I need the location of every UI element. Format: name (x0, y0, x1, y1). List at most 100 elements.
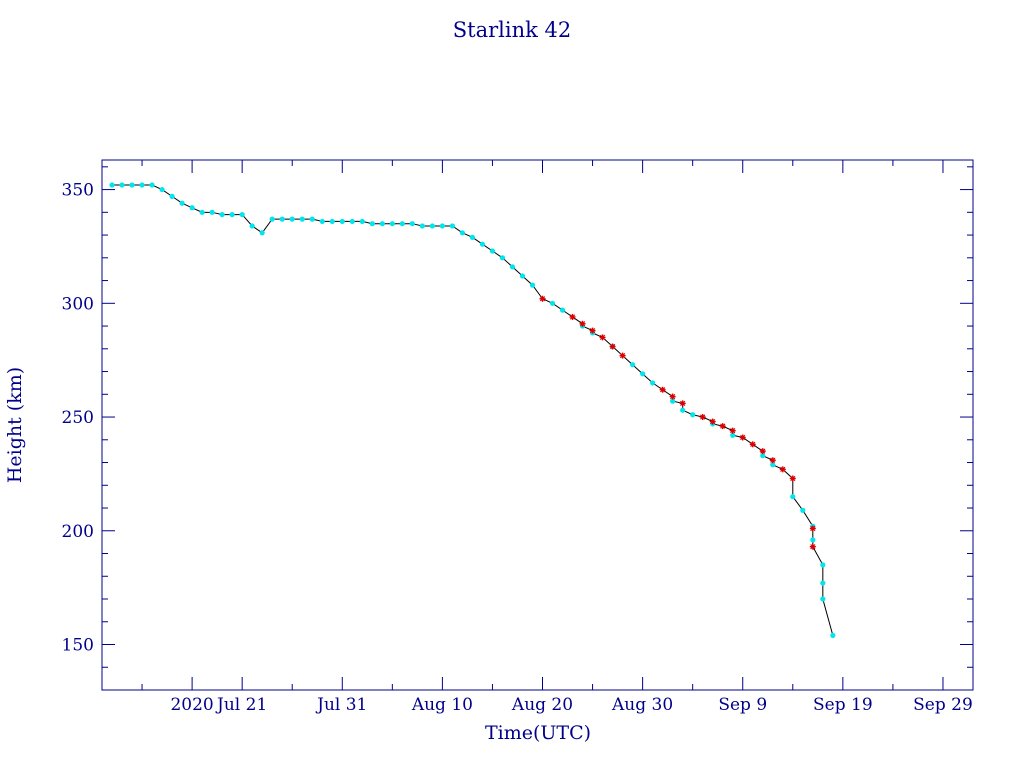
data-point-cyan (650, 380, 656, 386)
data-point-cyan (349, 218, 355, 225)
data-point-cyan (690, 412, 696, 418)
data-point-cyan (810, 537, 816, 543)
x-tick-label: Aug 10 (411, 695, 473, 715)
data-point-cyan (329, 218, 335, 225)
data-point-cyan (399, 221, 405, 227)
data-point-cyan (820, 580, 826, 586)
data-point-cyan (339, 218, 345, 225)
data-point-cyan (459, 230, 466, 236)
x-tick-label: Jul 31 (315, 695, 367, 715)
data-point-cyan (169, 193, 175, 199)
data-point-cyan (519, 273, 526, 279)
data-point-red (699, 414, 706, 421)
x-tick-label: Jul 21 (215, 695, 267, 715)
x-tick-label: 2020 (170, 695, 213, 715)
axis-ticks (102, 160, 973, 691)
data-point-cyan (179, 200, 185, 206)
data-point-cyan (229, 211, 235, 218)
data-point-red (709, 418, 716, 425)
data-point-cyan (499, 255, 506, 261)
data-point-cyan (279, 216, 285, 222)
data-point-cyan (379, 221, 385, 227)
data-point-cyan (219, 211, 225, 218)
data-point-cyan (820, 562, 826, 568)
data-point-cyan (489, 248, 496, 254)
data-point-red (719, 423, 726, 430)
data-point-red (809, 525, 816, 532)
data-point-cyan (760, 453, 766, 459)
y-tick-label: 300 (62, 294, 94, 314)
data-point-red (659, 386, 666, 393)
data-point-cyan (139, 182, 145, 188)
data-point-red (569, 313, 576, 320)
data-point-cyan (289, 216, 295, 222)
data-point-cyan (559, 307, 566, 313)
data-point-red (539, 295, 546, 302)
data-point-red (609, 343, 616, 350)
data-point-red (679, 400, 686, 407)
data-point-cyan (129, 182, 135, 188)
data-point-cyan (189, 205, 195, 211)
data-point-cyan (249, 223, 255, 229)
data-point-cyan (109, 182, 115, 188)
data-point-cyan (199, 209, 205, 215)
y-tick-label: 200 (62, 522, 94, 542)
y-tick-label: 250 (62, 408, 94, 428)
data-point-red (579, 320, 586, 327)
data-point-cyan (149, 182, 155, 188)
data-point-cyan (830, 632, 836, 639)
data-point-cyan (159, 186, 165, 193)
data-point-cyan (359, 218, 365, 225)
data-point-cyan (429, 223, 435, 229)
data-point-cyan (479, 241, 486, 247)
data-point-cyan (449, 223, 456, 229)
data-point-cyan (790, 494, 796, 500)
data-point-cyan (469, 234, 476, 240)
data-point-cyan (309, 216, 315, 222)
data-point-cyan (319, 218, 325, 225)
trace-line (112, 184, 834, 636)
data-point-cyan (820, 596, 826, 602)
data-point-red (729, 427, 736, 434)
data-point-cyan (389, 221, 395, 227)
data-point-cyan (239, 211, 245, 218)
data-point-cyan (680, 407, 686, 413)
data-point-red (669, 393, 676, 400)
data-point-red (769, 457, 776, 464)
data-point-red (599, 334, 606, 341)
data-point-red (739, 434, 746, 441)
x-tick-label: Aug 30 (611, 695, 673, 715)
data-point-cyan (119, 182, 125, 188)
data-point-red (619, 352, 626, 359)
data-point-cyan (299, 216, 305, 222)
data-point-red (589, 327, 596, 334)
series-layer (109, 182, 836, 639)
x-tick-label: Aug 20 (511, 695, 573, 715)
data-point-cyan (409, 221, 415, 227)
data-point-red (789, 475, 796, 482)
data-point-cyan (800, 507, 806, 513)
data-point-cyan (259, 230, 265, 236)
plot-frame (101, 159, 974, 691)
data-point-cyan (640, 371, 646, 377)
data-point-red (809, 543, 816, 550)
data-point-cyan (419, 223, 425, 229)
chart-title: Starlink 42 (453, 18, 571, 42)
x-tick-label: Sep 19 (813, 695, 873, 715)
data-point-cyan (369, 221, 375, 227)
x-tick-label: Sep 9 (718, 695, 767, 715)
data-point-red (779, 466, 786, 473)
data-point-cyan (730, 432, 736, 438)
tick-labels: 150 200 250 300 350 2020 Jul 21 Jul 31 Aug 10 Aug… (62, 181, 973, 715)
y-tick-label: 150 (62, 636, 94, 656)
data-point-cyan (670, 398, 676, 404)
data-point-cyan (529, 282, 536, 288)
data-point-cyan (549, 300, 556, 306)
x-axis-label: Time(UTC) (485, 722, 591, 744)
data-point-cyan (269, 216, 275, 222)
data-point-red (759, 448, 766, 455)
x-tick-label: Sep 29 (913, 695, 973, 715)
y-tick-label: 350 (62, 181, 94, 201)
data-point-cyan (630, 362, 636, 368)
data-point-cyan (770, 462, 776, 468)
